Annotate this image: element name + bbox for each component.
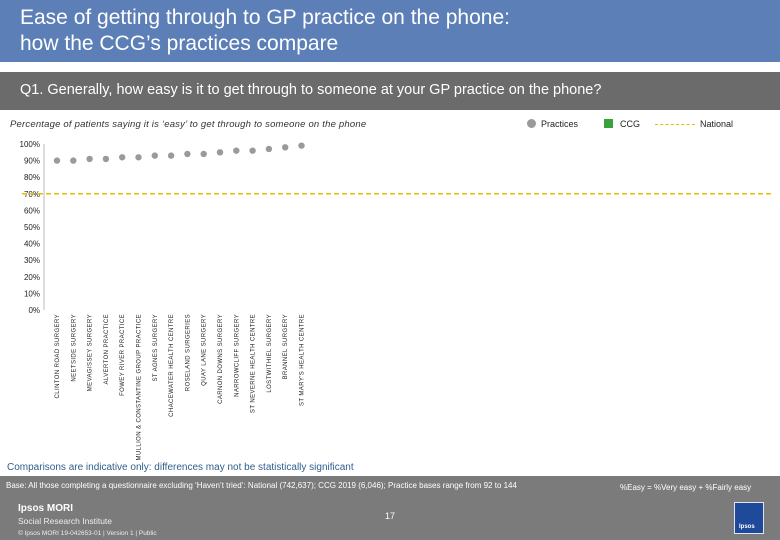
page-title: Ease of getting through to GP practice o… [20,5,510,57]
y-tick-label: 100% [20,140,40,149]
x-category-label: CLINTON ROAD SURGERY [55,314,61,398]
chart-subtitle: Percentage of patients saying it is ‘eas… [10,119,367,130]
practice-marker [216,149,224,156]
y-tick-label: 40% [24,240,40,249]
practice-marker [70,157,77,164]
x-category-label: NARROWCLIFF SURGERY [234,314,240,397]
x-category-label: ROSELAND SURGERIES [185,314,191,391]
practice-marker [167,152,175,159]
x-category-label: CARNON DOWNS SURGERY [218,314,224,404]
y-tick-label: 60% [24,206,40,215]
y-tick-label: 20% [24,273,40,282]
x-category-label: CHACEWATER HEALTH CENTRE [169,314,175,417]
legend-practices-marker [527,119,536,128]
practice-marker [151,152,158,159]
y-tick-label: 10% [24,289,40,298]
ipsos-brand-icon: Ipsos [734,502,764,534]
practice-marker [102,155,110,163]
practice-marker [86,155,93,163]
y-tick-label: 90% [24,157,40,166]
legend-national-label: National [700,119,734,129]
practice-marker [200,150,207,158]
x-category-label: BRANNEL SURGERY [283,314,289,379]
x-category-label: ST NEVERNE HEALTH CENTRE [251,314,257,413]
y-tick-label: 80% [24,173,40,182]
x-category-label: ALVERTON PRACTICE [104,314,110,384]
x-category-label: NEETSIDE SURGERY [71,314,77,382]
practice-marker [119,154,126,161]
x-category-label: QUAY LANE SURGERY [202,314,208,386]
x-category-label: MEVAGISSEY SURGERY [88,314,94,391]
practice-marker [282,144,289,151]
practice-marker [265,145,273,153]
legend-national-marker [655,124,695,125]
question-band: Q1. Generally, how easy is it to get thr… [0,72,780,110]
practice-comparison-chart: 0%10%20%30%40%50%60%70%80%90%100%CLINTON… [20,140,772,460]
logo-subtitle: Social Research Institute [18,516,113,526]
footer-band: Base: All those completing a questionnai… [0,476,780,540]
easy-definition: %Easy = %Very easy + %Fairly easy [620,483,752,492]
base-text: Base: All those completing a questionnai… [6,481,517,490]
x-category-label: FOWEY RIVER PRACTICE [120,314,126,396]
legal-text: © Ipsos MORI 19-042653-01 | Version 1 | … [18,530,157,537]
legend-ccg-marker [604,119,613,128]
x-category-label: ST MARY'S HEALTH CENTRE [300,314,306,406]
practice-marker [249,147,256,154]
ipsos-mori-logo-text: Ipsos MORI [18,503,74,514]
y-tick-label: 0% [28,306,40,315]
practice-marker [135,154,142,161]
legend-practices-label: Practices [541,119,579,129]
page-number: 17 [385,511,396,521]
y-tick-label: 50% [24,223,40,232]
ipsos-brand-text: Ipsos [739,524,755,530]
x-category-label: ST AGNES SURGERY [153,314,159,382]
page-title-line-2: how the CCG’s practices compare [20,32,339,55]
practice-marker [184,150,191,158]
page-title-line-1: Ease of getting through to GP practice o… [20,6,510,29]
legend-ccg-label: CCG [620,119,640,129]
practice-marker [233,147,240,154]
practice-marker [298,142,305,149]
practice-marker [53,157,61,164]
question-text: Q1. Generally, how easy is it to get thr… [20,82,602,98]
x-category-label: LOSTWITHIEL SURGERY [267,314,273,393]
comparison-note: Comparisons are indicative only: differe… [7,462,354,473]
title-band: Ease of getting through to GP practice o… [0,0,780,62]
x-category-label: THE MULLION & CONSTANTINE GROUP PRACTICE [137,314,143,460]
y-tick-label: 30% [24,256,40,265]
